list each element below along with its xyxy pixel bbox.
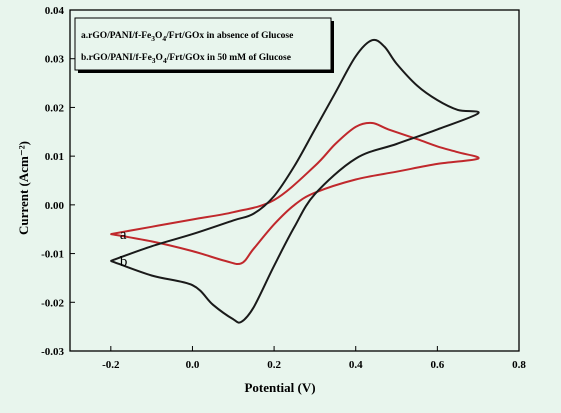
series-a-point <box>110 233 112 235</box>
series-b-point <box>383 45 385 48</box>
y-tick-label: 0.01 <box>45 151 64 163</box>
y-tick-label: -0.02 <box>41 297 64 309</box>
legend-entry-a: a.rGO/PANI/f-Fe3O4/Frt/GOx in absence of… <box>81 31 293 43</box>
series-a-point <box>457 151 459 153</box>
series-a-point <box>355 178 357 181</box>
series-a-point <box>232 211 234 213</box>
y-axis-title: Current (Acm⁻²) <box>16 141 31 235</box>
series-a-label: a <box>120 227 127 243</box>
series-a-point <box>151 226 153 228</box>
series-b-label: b <box>120 254 128 270</box>
series-b-point <box>253 213 255 215</box>
series-b-point <box>232 219 234 222</box>
series-b-point <box>314 193 316 195</box>
series-a-point <box>224 260 226 262</box>
series-b-point <box>395 62 398 65</box>
series-a-line <box>110 121 480 266</box>
series-b-point <box>355 157 357 160</box>
x-tick-label: 0.0 <box>186 359 200 371</box>
series-a-point <box>334 143 336 145</box>
series-b-point <box>273 195 275 197</box>
series-a-point <box>273 199 275 201</box>
series-a-point <box>395 171 398 173</box>
series-a-point <box>436 163 438 165</box>
series-b-point <box>416 84 418 87</box>
series-b-point <box>253 306 255 308</box>
series-b-point <box>212 304 214 306</box>
series-b-point <box>436 99 438 101</box>
series-a-point <box>387 128 389 130</box>
legend-entry-b: b.rGO/PANI/f-Fe3O4/Frt/GOx in 50 mM of G… <box>81 53 291 65</box>
series-a-point <box>240 262 243 264</box>
series-a-point <box>436 145 438 147</box>
series-b-point <box>151 245 153 247</box>
x-tick-label: 0.6 <box>430 359 444 371</box>
series-b-point <box>355 55 357 57</box>
series-b-point <box>151 274 153 277</box>
series-a-point <box>477 157 479 160</box>
series-b-point <box>293 226 296 228</box>
series-a-point <box>273 223 275 225</box>
series-b-point <box>371 39 373 41</box>
series-b-point <box>314 128 316 130</box>
series-b-line <box>110 38 480 324</box>
series-b-point <box>334 92 336 94</box>
y-tick-label: -0.01 <box>41 249 64 261</box>
series-b-point <box>436 128 438 130</box>
x-tick-label: -0.2 <box>102 359 120 371</box>
series-a-point <box>151 240 153 242</box>
series-a-point <box>253 248 255 250</box>
series-a-point <box>371 122 373 124</box>
legend-box <box>74 17 332 71</box>
series-a-point <box>355 126 357 128</box>
series-b-point <box>273 265 275 267</box>
series-a-point <box>191 250 194 252</box>
x-tick-label: 0.2 <box>267 359 281 371</box>
series-b-point <box>110 260 112 262</box>
y-tick-label: 0.02 <box>45 102 65 114</box>
y-tick-label: 0.00 <box>45 200 65 212</box>
y-tick-label: 0.04 <box>45 5 65 17</box>
series-b-point <box>240 321 243 323</box>
series-a-point <box>416 138 418 140</box>
y-tick-label: -0.03 <box>41 346 64 358</box>
series-b-point <box>477 112 479 114</box>
series-b-point <box>232 318 234 320</box>
series-b-point <box>191 233 194 235</box>
series-a-point <box>293 204 296 206</box>
x-tick-label: 0.8 <box>512 359 526 371</box>
series-b-point <box>395 143 398 145</box>
series-b-point <box>457 109 459 111</box>
legend: a.rGO/PANI/f-Fe3O4/Frt/GOx in absence of… <box>74 17 334 73</box>
series-b-point <box>191 284 194 286</box>
x-tick-label: 0.4 <box>349 359 363 371</box>
series-a-point <box>191 218 194 221</box>
series-b-point <box>293 165 296 167</box>
y-tick-label: 0.03 <box>45 54 65 66</box>
series-a-point <box>314 165 316 167</box>
x-axis-title: Potential (V) <box>244 380 315 395</box>
